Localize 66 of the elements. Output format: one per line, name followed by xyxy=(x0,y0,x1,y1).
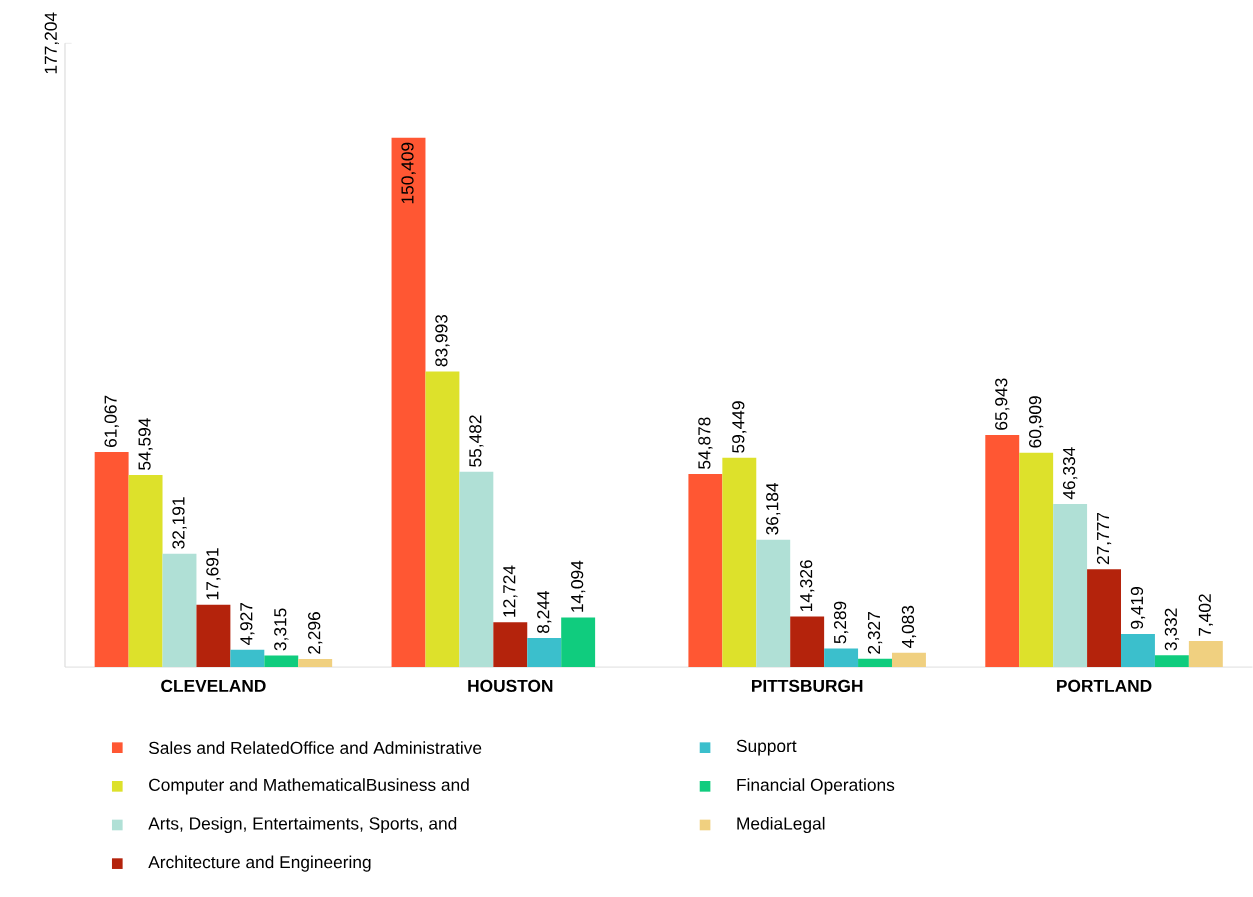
bar xyxy=(1087,569,1122,668)
x-tick-label: HOUSTON xyxy=(468,679,553,693)
data-label: 61,067 xyxy=(104,395,119,447)
data-label: 12,724 xyxy=(503,565,518,617)
bar xyxy=(1121,633,1155,668)
data-label: 3,315 xyxy=(274,608,289,651)
data-label: 2,327 xyxy=(867,612,883,654)
bar xyxy=(459,471,494,668)
bar xyxy=(561,617,596,668)
bar xyxy=(94,452,129,668)
data-label: 36,184 xyxy=(766,482,781,535)
legend-label: Support xyxy=(736,739,797,756)
bar xyxy=(891,652,926,668)
data-label: 5,289 xyxy=(833,601,849,644)
data-label: 4,927 xyxy=(240,602,255,646)
bar xyxy=(527,638,562,668)
data-label: 9,419 xyxy=(1130,587,1146,629)
x-tick-label: PORTLAND xyxy=(1057,679,1152,693)
x-tick-label: PITTSBURGH xyxy=(752,679,863,693)
data-label: 59,449 xyxy=(732,401,747,453)
bar xyxy=(790,616,825,668)
bar xyxy=(162,553,197,668)
data-label: 83,993 xyxy=(435,314,450,367)
legend-label: Arts, Design, Entertaiments, Sports, and xyxy=(148,816,457,834)
legend-label: Architecture and Engineering xyxy=(148,855,371,872)
data-label: 27,777 xyxy=(1096,512,1112,565)
data-label: 17,691 xyxy=(206,548,221,600)
bar xyxy=(824,648,859,668)
bar xyxy=(128,474,163,668)
legend-label: Financial Operations xyxy=(737,778,895,795)
legend-label: Sales and RelatedOffice and Administrative xyxy=(149,741,482,755)
bar xyxy=(1019,452,1054,668)
data-label: 46,334 xyxy=(1062,447,1078,500)
bar xyxy=(230,649,265,668)
data-label: 8,244 xyxy=(537,590,552,634)
bar xyxy=(264,655,299,668)
data-label: 65,943 xyxy=(995,378,1010,430)
bar xyxy=(688,473,723,668)
bar xyxy=(391,137,426,668)
data-label: 7,402 xyxy=(1198,594,1213,636)
data-label: 54,878 xyxy=(698,417,713,469)
data-label: 54,594 xyxy=(138,418,153,470)
data-label: 60,909 xyxy=(1029,396,1044,448)
bar xyxy=(1188,641,1223,668)
data-label: 150,409 xyxy=(401,142,416,204)
bar xyxy=(493,622,528,668)
bar xyxy=(756,539,791,668)
data-label: 14,094 xyxy=(570,560,586,612)
y-tick-label: 177,204 xyxy=(44,12,59,74)
data-label: 4,083 xyxy=(901,605,917,649)
bar xyxy=(425,371,460,668)
data-label: 3,332 xyxy=(1164,608,1180,651)
data-label: 55,482 xyxy=(469,415,484,467)
bar xyxy=(1053,503,1088,668)
bar xyxy=(298,658,333,668)
legend-label: MediaLegal xyxy=(737,816,825,834)
bar xyxy=(196,604,231,668)
legend-label: Computer and MathematicalBusiness and xyxy=(149,778,469,795)
data-label: 14,326 xyxy=(800,560,815,612)
x-tick-label: CLEVELAND xyxy=(161,679,266,693)
data-label: 32,191 xyxy=(172,497,187,549)
bar xyxy=(722,457,757,668)
bar xyxy=(1154,655,1189,668)
bar xyxy=(985,434,1020,668)
bar xyxy=(858,658,892,668)
data-label: 2,296 xyxy=(308,612,323,654)
